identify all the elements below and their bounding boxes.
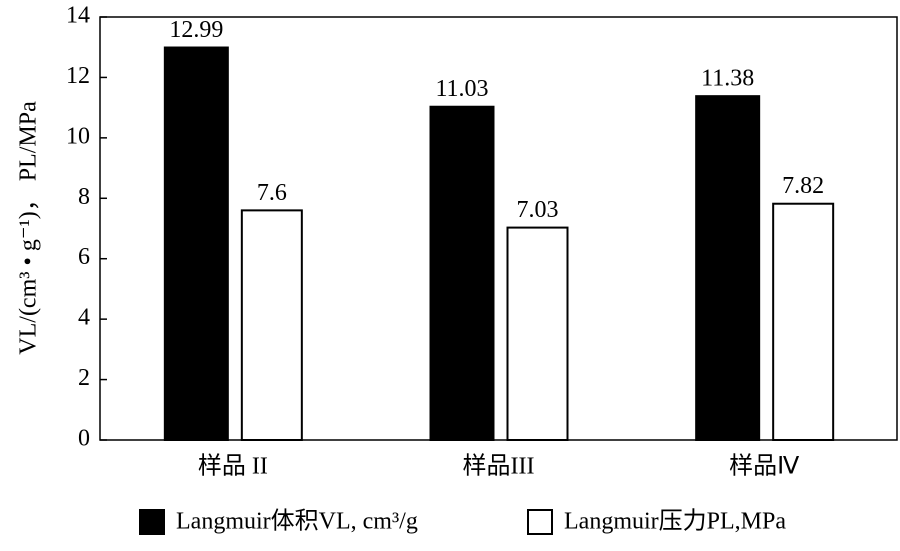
y-tick-label: 2	[78, 365, 90, 391]
y-axis-label: VL/(cm³ • g⁻¹)， PL/MPa	[16, 101, 42, 355]
value-label: 12.99	[169, 17, 223, 43]
y-tick-label: 10	[66, 123, 90, 149]
x-tick-label: 样品 II	[198, 453, 268, 480]
bar	[163, 46, 229, 442]
x-tick-label: 样品Ⅳ	[729, 453, 799, 480]
legend-swatch	[527, 509, 553, 535]
bar	[506, 226, 569, 441]
legend-label: Langmuir压力PL,MPa	[564, 508, 786, 535]
legend-label: Langmuir体积VL, cm³/g	[176, 508, 418, 535]
y-tick-label: 14	[66, 3, 90, 29]
bar	[429, 105, 495, 442]
bar	[772, 202, 835, 441]
value-label: 7.6	[257, 180, 287, 206]
y-tick-label: 6	[78, 244, 90, 270]
x-tick-label: 样品III	[463, 453, 535, 480]
value-label: 7.03	[517, 197, 559, 223]
y-tick-label: 4	[78, 305, 90, 331]
y-tick-label: 0	[78, 426, 90, 452]
value-label: 11.03	[435, 76, 488, 102]
value-label: 11.38	[701, 66, 754, 92]
y-tick-label: 8	[78, 184, 90, 210]
value-label: 7.82	[782, 173, 824, 199]
legend-swatch	[139, 509, 165, 535]
bar	[240, 209, 303, 441]
y-tick-label: 12	[66, 63, 90, 89]
bar	[695, 95, 761, 441]
plot-frame	[99, 16, 898, 441]
